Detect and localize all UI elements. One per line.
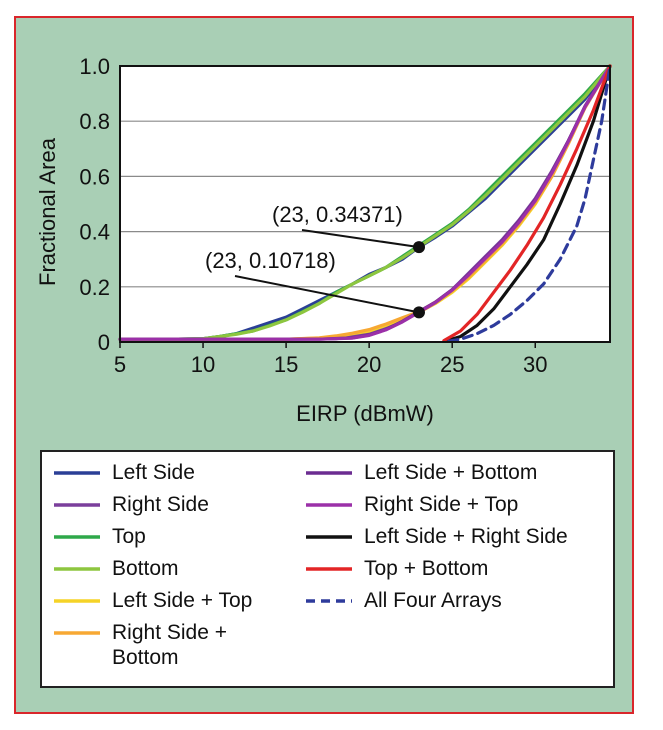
legend-item: Top (52, 524, 146, 549)
legend-swatch (54, 567, 100, 571)
legend-label: Right Side + Bottom (112, 620, 227, 670)
legend-swatch (54, 535, 100, 539)
legend-label: Bottom (112, 557, 179, 580)
legend-label: Right Side (112, 493, 209, 516)
annotation-leader (301, 229, 420, 249)
y-axis-label: Fractional Area (35, 137, 60, 286)
legend-label: All Four Arrays (364, 589, 502, 612)
legend-label: Left Side + Bottom (364, 461, 538, 484)
annotation-point (412, 306, 425, 319)
legend-item: Left Side + Bottom (304, 460, 537, 485)
legend-swatch (306, 567, 352, 571)
legend-label: Top (112, 525, 146, 548)
chart-legend: Left Side Right Side Top Bottom Left Side + … (40, 450, 615, 688)
legend-item: Left Side + Right Side (304, 524, 568, 549)
legend-swatch (54, 599, 100, 603)
legend-item: Bottom (52, 556, 179, 581)
legend-swatch (54, 471, 100, 475)
y-tick-label: 1.0 (79, 54, 110, 79)
y-tick-label: 0.6 (79, 164, 110, 189)
legend-swatch (306, 599, 352, 603)
y-tick-label: 0.8 (79, 109, 110, 134)
legend-item: All Four Arrays (304, 588, 502, 613)
legend-label: Left Side + Right Side (364, 525, 568, 548)
x-tick-label: 15 (274, 352, 298, 377)
annotation-label: (23, 0.34371) (272, 202, 403, 227)
series-line-bottom (118, 64, 612, 341)
legend-swatch (306, 503, 352, 507)
legend-label-line: Bottom (112, 646, 179, 669)
annotation-label: (23, 0.10718) (205, 248, 336, 273)
x-tick-label: 10 (191, 352, 215, 377)
legend-swatch (306, 535, 352, 539)
y-tick-label: 0 (98, 330, 110, 355)
y-tick-label: 0.4 (79, 220, 110, 245)
x-tick-label: 25 (440, 352, 464, 377)
x-tick-label: 30 (523, 352, 547, 377)
legend-label: Top + Bottom (364, 557, 489, 580)
series-line-top-bottom (442, 64, 612, 343)
legend-item: Right Side + Bottom (52, 620, 227, 670)
legend-label-line: Right Side + (112, 621, 227, 644)
plot-border (119, 65, 611, 343)
legend-swatch (54, 631, 100, 635)
x-tick-label: 5 (114, 352, 126, 377)
annotation-leader (234, 275, 420, 314)
series-line-left-side-right-side (445, 64, 612, 343)
y-tick-label: 0.2 (79, 275, 110, 300)
legend-swatch (54, 503, 100, 507)
legend-label: Right Side + Top (364, 493, 519, 516)
legend-swatch (306, 471, 352, 475)
legend-item: Left Side (52, 460, 195, 485)
legend-item: Top + Bottom (304, 556, 488, 581)
annotation-point (412, 241, 425, 254)
x-tick-label: 20 (357, 352, 381, 377)
legend-label: Left Side + Top (112, 589, 253, 612)
plot-background (120, 66, 610, 342)
series-line-all-four-arrays (447, 64, 612, 343)
legend-item: Left Side + Top (52, 588, 252, 613)
legend-label: Left Side (112, 461, 195, 484)
series-line-right-side-top (118, 64, 612, 341)
legend-item: Right Side + Top (304, 492, 518, 517)
x-axis-label: EIRP (dBmW) (296, 401, 434, 426)
legend-item: Right Side (52, 492, 209, 517)
